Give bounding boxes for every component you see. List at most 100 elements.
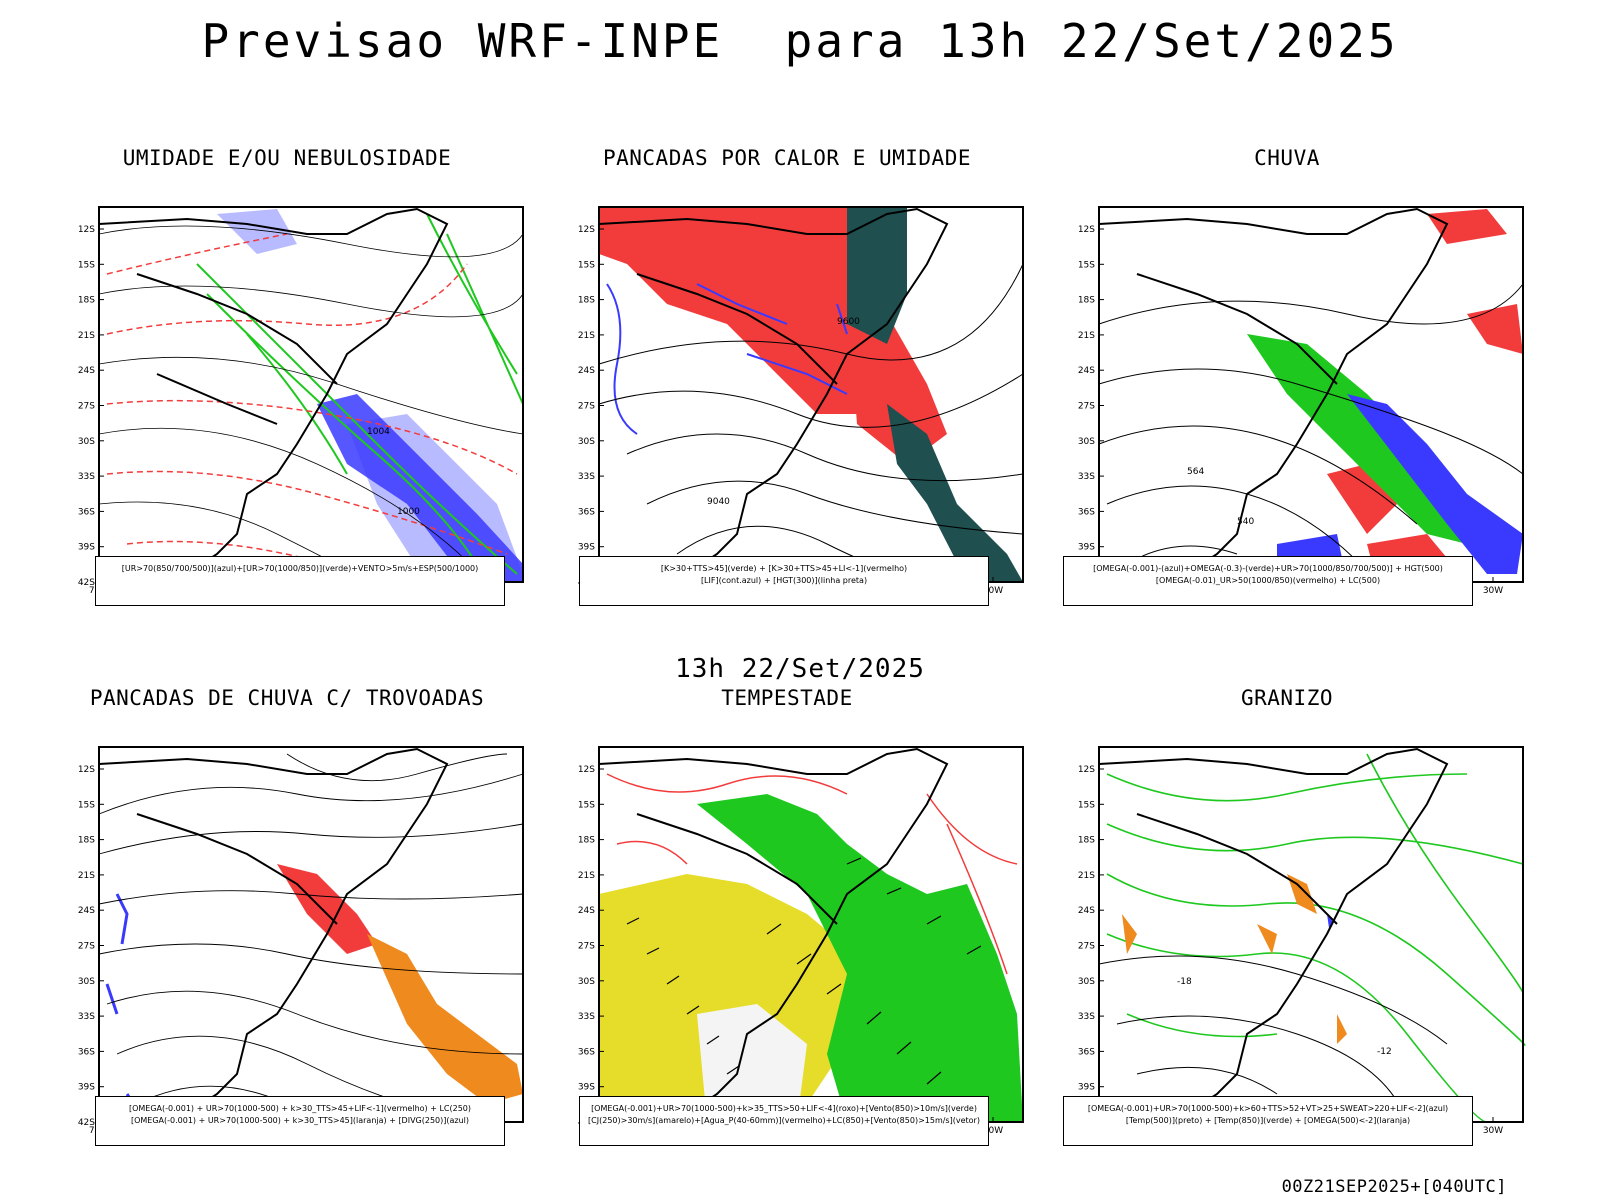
lat-tick-label: 27S — [1078, 942, 1095, 952]
map-pancadas-trovoadas: 12S15S18S21S24S27S30S33S36S39S42S70W65W6… — [78, 746, 524, 1134]
svg-text:1004: 1004 — [367, 427, 390, 437]
lat-tick-label: 30S — [578, 437, 595, 447]
green-omega-area — [1247, 334, 1467, 544]
legend-granizo: [OMEGA(-0.001)+UR>70(1000-500)+k>60+TTS>… — [1063, 1096, 1473, 1146]
streamlines-250hpa — [98, 753, 524, 1123]
lat-tick-label: 30S — [1078, 977, 1095, 987]
legend-chuva: [OMEGA(-0.001)-(azul)+OMEGA(-0.3)-(verde… — [1063, 556, 1473, 606]
coastline-borders — [98, 747, 449, 1115]
lat-tick-label: 15S — [78, 800, 95, 810]
page-title: Previsao WRF-INPE para 13h 22/Set/2025 — [201, 14, 1399, 68]
red-thickness-contours — [106, 233, 518, 565]
lat-tick-label: 21S — [78, 331, 95, 341]
coastline-borders — [1098, 747, 1449, 1115]
lat-tick-label: 39S — [578, 543, 595, 553]
panel-title: TEMPESTADE — [721, 686, 853, 710]
lon-tick-label: 30W — [983, 586, 1003, 594]
lat-tick-label: 12S — [78, 225, 95, 235]
svg-text:9040: 9040 — [707, 497, 730, 507]
lat-tick-label: 33S — [578, 1012, 595, 1022]
lat-tick-label: 27S — [78, 402, 95, 412]
blue-lif-contours — [606, 283, 848, 435]
red-thunderstorm-area — [277, 864, 377, 954]
orange-thunderstorm-area — [367, 934, 523, 1104]
panel-pancadas-calor: PANCADAS POR CALOR E UMIDADE 9600 9040 1… — [547, 146, 1027, 636]
lat-tick-label: 27S — [578, 402, 595, 412]
black-temp500-contours — [1098, 955, 1448, 1123]
lat-tick-label: 36S — [578, 507, 595, 517]
lat-tick-label: 39S — [578, 1083, 595, 1093]
lat-tick-label: 24S — [578, 366, 595, 376]
blue-omega-area — [1277, 394, 1523, 582]
lat-tick-label: 36S — [1078, 1047, 1095, 1057]
dark-teal-area — [847, 207, 1023, 582]
panel-tempestade: TEMPESTADE 12S 15S 18S 21S 24S 27S 30S 33S 36S 39… — [547, 686, 1027, 1176]
map-umidade: 1016 1004 1000 12S15S18S21S24S27S30S33S3… — [78, 206, 524, 594]
lat-tick-label: 36S — [578, 1047, 595, 1057]
panel-chuva: CHUVA 564 540 12S 15S 18S 21S 24S 27S 30S 33S 36… — [1047, 146, 1527, 636]
lat-tick-label: 18S — [578, 296, 595, 306]
lat-tick-label: 42S — [78, 1118, 95, 1128]
map-granizo: -18 -12 12S15S18S21S24S27S30S33S36S39S42… — [1078, 746, 1526, 1134]
lat-tick-label: 15S — [78, 260, 95, 270]
lat-tick-label: 30S — [78, 977, 95, 987]
legend-tempestade: [OMEGA(-0.001)+UR>70(1000-500)+k>35_TTS>… — [579, 1096, 989, 1146]
lat-tick-label: 18S — [1078, 836, 1095, 846]
map-tempestade: 12S15S18S21S24S27S30S33S36S39S42S70W65W6… — [578, 746, 1024, 1134]
lat-tick-label: 18S — [578, 836, 595, 846]
panel-title: PANCADAS DE CHUVA C/ TROVOADAS — [89, 686, 485, 710]
panel-title: PANCADAS POR CALOR E UMIDADE — [602, 146, 971, 170]
lat-tick-label: 12S — [578, 225, 595, 235]
lat-tick-label: 15S — [1078, 260, 1095, 270]
lat-tick-label: 30S — [78, 437, 95, 447]
run-timestamp: 00Z21SEP2025+[040UTC] — [1281, 1177, 1507, 1197]
hgt500-contours — [1098, 283, 1524, 583]
lat-tick-label: 21S — [1078, 871, 1095, 881]
lat-tick-label: 33S — [578, 472, 595, 482]
lat-tick-label: 18S — [78, 296, 95, 306]
green-humidity-contours — [196, 213, 524, 583]
wind-vectors — [626, 857, 982, 1085]
legend-pancadas-trovoadas: [OMEGA(-0.001) + UR>70(1000-500) + k>30_… — [95, 1096, 505, 1146]
panel-pancadas-trovoadas: PANCADAS DE CHUVA C/ TROVOADAS 12S 15S 18S… — [47, 686, 527, 1176]
lat-tick-label: 33S — [1078, 1012, 1095, 1022]
svg-text:9600: 9600 — [837, 317, 860, 327]
lat-tick-label: 24S — [578, 906, 595, 916]
map-chuva: 564 540 12S15S18S21S24S27S30S33S36S39S42… — [1078, 206, 1524, 594]
panel-title: CHUVA — [1254, 146, 1320, 170]
svg-text:-18: -18 — [1177, 977, 1192, 987]
lat-tick-label: 33S — [78, 1012, 95, 1022]
lat-tick-label: 39S — [78, 543, 95, 553]
red-instability-area — [599, 207, 947, 464]
white-gap-area — [697, 1004, 807, 1122]
lon-tick-label: 30W — [983, 1126, 1003, 1134]
lat-tick-label: 36S — [78, 507, 95, 517]
panel-umidade: UMIDADE E/OU NEBULOSIDADE 1016 1004 1000… — [47, 146, 527, 636]
lat-tick-label: 39S — [1078, 1083, 1095, 1093]
lat-tick-label: 24S — [1078, 906, 1095, 916]
lat-tick-label: 36S — [78, 1047, 95, 1057]
lat-tick-label: 12S — [78, 765, 95, 775]
coastline-borders — [1098, 207, 1449, 575]
lat-tick-label: 27S — [78, 942, 95, 952]
lat-tick-label: 12S — [1078, 225, 1095, 235]
lat-tick-label: 24S — [1078, 366, 1095, 376]
lat-tick-label: 27S — [1078, 402, 1095, 412]
lat-tick-label: 21S — [1078, 331, 1095, 341]
panel-title: UMIDADE E/OU NEBULOSIDADE — [122, 146, 452, 170]
red-precipitable-water-contours — [606, 773, 1018, 975]
svg-text:564: 564 — [1187, 467, 1204, 477]
coastline-borders — [598, 747, 949, 1115]
svg-text:1000: 1000 — [397, 507, 420, 517]
lat-tick-label: 27S — [578, 942, 595, 952]
red-rain-patches — [1327, 209, 1523, 582]
lat-tick-label: 21S — [578, 331, 595, 341]
lat-tick-label: 21S — [578, 871, 595, 881]
lat-tick-label: 36S — [1078, 507, 1095, 517]
lat-tick-label: 30S — [1078, 437, 1095, 447]
map-pancadas-calor: 9600 9040 12S 15S 18S 21S 24S 27S 30S 33S 36S 39S… — [578, 206, 1024, 594]
lat-tick-label: 24S — [78, 366, 95, 376]
panel-granizo: GRANIZO -18 -12 12S 15S 18S 21S 24S 27S 30S 33S… — [1047, 686, 1527, 1176]
lon-tick-label: 30W — [1483, 1126, 1503, 1134]
svg-text:540: 540 — [1237, 517, 1254, 527]
